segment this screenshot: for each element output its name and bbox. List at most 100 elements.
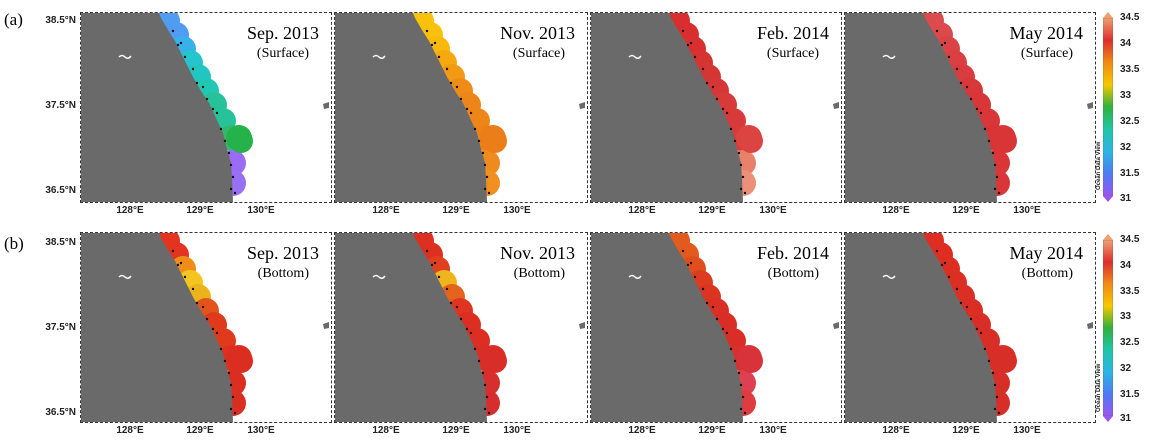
station-dot [715,97,719,101]
station-dot [969,97,973,101]
station-dot [205,97,209,101]
station-dot [987,359,991,363]
station-dot [437,55,441,59]
station-dot [233,191,237,195]
station-dot [935,29,939,33]
panel-date: Sep. 2013 [247,243,319,263]
station-dot [729,347,733,351]
station-dot [705,81,709,85]
row-label-b: (b) [4,234,24,253]
station-dot [219,347,223,351]
station-dot [701,67,705,71]
station-dot [743,411,747,415]
panel-date: Nov. 2013 [500,23,575,43]
station-dot [935,249,939,253]
salinity-cell [483,129,507,153]
land-mass [591,233,743,422]
station-dot [433,261,437,265]
lon-label-128-a4: 128°E [882,205,910,216]
station-dot [959,81,963,85]
station-dot [481,151,485,155]
lon-label-128-a1: 128°E [116,205,144,216]
station-dot [947,275,951,279]
panel-depth: (Bottom) [257,266,309,281]
panel-date: Sep. 2013 [247,23,319,43]
cbar-tick: 32.5 [1120,116,1140,127]
station-dot [993,187,997,191]
station-dot [705,301,709,305]
station-dot [483,163,487,167]
station-dot [686,43,690,47]
dokdo-island [833,102,839,109]
lon-label-130-a4: 130°E [1013,205,1041,216]
map-svg-a-1 [81,13,329,202]
station-dot [721,327,725,331]
station-dot [425,249,429,253]
station-dot [483,187,487,191]
lon-label-128-b3: 128°E [628,425,656,436]
panel-date: May 2014 [1009,243,1084,263]
station-dot [485,175,489,179]
station-dot [991,371,995,375]
station-dot [469,331,473,335]
station-dot [737,151,741,155]
station-dot [955,67,959,71]
odv-credit-b: Ocean Data View [1096,363,1102,412]
dokdo-island [323,102,329,109]
panel-depth: (Bottom) [1021,266,1073,281]
station-dot [176,43,180,47]
station-dot [991,151,995,155]
station-dot [430,263,434,267]
lon-label-130-b2: 130°E [503,425,531,436]
lon-label-128-b1: 128°E [116,425,144,436]
map-panel-a-3: Feb. 2014 (Surface) [590,12,842,203]
lat-label-36-5-b: 36.5°N [45,407,76,418]
station-dot [739,407,743,411]
salinity-cell [483,349,507,373]
station-dot [473,127,477,131]
station-dot [449,81,453,85]
map-panel-b-1: Sep. 2013 (Bottom) [80,232,332,423]
map-svg-b-2 [335,233,585,422]
station-dot [693,275,697,279]
station-dot [219,127,223,131]
land-mass [591,13,743,202]
land-mass [81,13,233,202]
island-mark [628,274,642,280]
row-label-a: (a) [4,10,23,29]
station-dot [995,395,999,399]
cbar-tick: 34.5 [1120,234,1140,245]
lon-label-128-a2: 128°E [372,205,400,216]
island-mark [118,54,132,60]
cbar-tick: 33 [1120,311,1132,322]
station-dot [183,275,187,279]
cbar-tick: 34.5 [1120,12,1140,23]
station-dot [993,163,997,167]
dokdo-island [833,322,839,329]
station-dot [449,301,453,305]
station-dot [739,383,743,387]
cbar-tick: 32.5 [1120,337,1140,348]
land-mass [335,13,487,202]
station-dot [711,305,715,309]
lon-label-129-b3: 129°E [698,425,726,436]
station-dot [191,287,195,291]
station-dot [211,327,215,331]
island-mark [372,274,386,280]
station-dot [733,359,737,363]
station-dot [195,301,199,305]
station-dot [473,347,477,351]
station-dot [437,275,441,279]
cbar-tick: 34 [1120,38,1132,49]
station-dot [477,359,481,363]
station-dot [179,41,183,45]
station-dot [465,107,469,111]
colorbar-top-arrow [1103,12,1113,18]
station-dot [459,317,463,321]
station-dot [737,371,741,375]
station-dot [739,163,743,167]
lat-label-38-5-b: 38.5°N [45,237,76,248]
island-mark [118,274,132,280]
station-dot [201,85,205,89]
colorbar-bottom-arrow [1103,196,1113,202]
